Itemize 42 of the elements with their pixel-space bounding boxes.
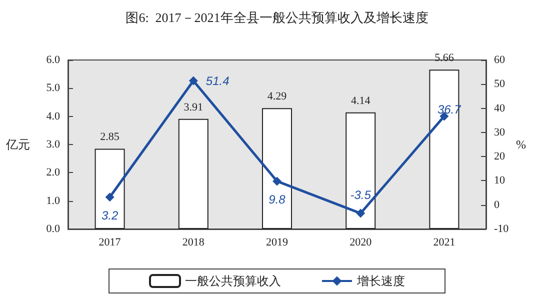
bar <box>346 112 376 229</box>
x-tick-label: 2018 <box>182 236 205 248</box>
point <box>105 192 114 202</box>
y-tick-label: 5.0 <box>46 82 60 94</box>
data-label: 4.14 <box>350 94 371 107</box>
data-label: 3.91 <box>184 101 204 114</box>
y2-tick-label: 60 <box>494 54 506 66</box>
y2-tick-label: 40 <box>494 102 506 114</box>
data-label: 51.4 <box>206 74 230 88</box>
data-label: -3.5 <box>350 188 372 202</box>
bar <box>94 148 125 229</box>
y2-tick-label: -10 <box>494 223 510 235</box>
y2-tick-label: 20 <box>494 150 506 163</box>
x-tick-label: 2017 <box>98 236 122 248</box>
y-tick-label: 3.0 <box>46 138 60 150</box>
chart-title: 图6: 2017－2021年全县一般公共预算收入及增长速度 <box>126 10 428 25</box>
bar <box>178 118 208 229</box>
data-label: 4.29 <box>267 90 288 103</box>
point <box>272 176 282 186</box>
y2-tick-label: 10 <box>494 174 506 187</box>
y-tick-label: 6.0 <box>46 54 60 66</box>
y2-tick-label: 0 <box>494 198 500 211</box>
y-axis-title: 亿元 <box>5 138 30 152</box>
x-tick-label: 2019 <box>266 236 288 248</box>
legend-label: 一般公共预算收入 <box>185 274 281 288</box>
data-label: 3.2 <box>101 208 118 223</box>
bar <box>429 70 460 229</box>
point <box>188 76 198 86</box>
y2-tick-label: 50 <box>494 78 506 90</box>
bar <box>262 108 292 229</box>
data-label: 2.85 <box>100 131 120 144</box>
point <box>356 208 366 218</box>
y-tick-label: 0.0 <box>46 223 60 235</box>
y-tick-label: 2.0 <box>46 166 60 179</box>
legend-label: 增长速度 <box>356 274 405 288</box>
x-tick-label: 2021 <box>433 236 456 248</box>
y2-tick-label: 30 <box>494 126 506 138</box>
y-tick-label: 1.0 <box>46 194 60 207</box>
x-tick-label: 2020 <box>350 236 372 248</box>
y2-axis-title: % <box>516 138 526 152</box>
y-tick-label: 4.0 <box>46 110 60 122</box>
data-label: 9.8 <box>268 192 286 207</box>
